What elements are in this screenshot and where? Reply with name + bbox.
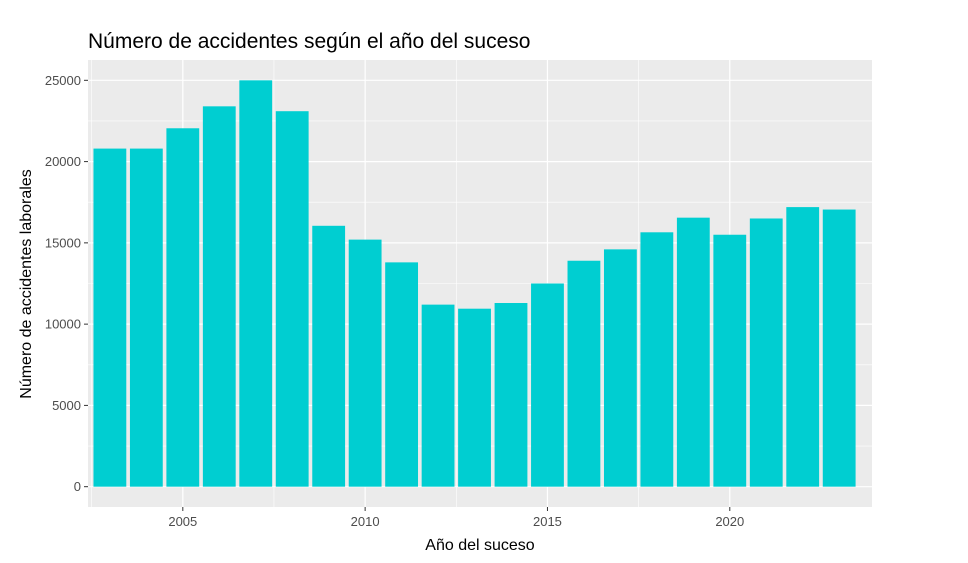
bar-2007 bbox=[239, 80, 273, 487]
y-tick-label: 20000 bbox=[45, 154, 81, 169]
bar-2016 bbox=[567, 260, 601, 487]
bar-2015 bbox=[531, 283, 564, 487]
bar-2005 bbox=[166, 128, 200, 487]
bar-2021 bbox=[749, 218, 783, 487]
bar-2003 bbox=[93, 148, 127, 487]
y-tick-label: 15000 bbox=[45, 235, 81, 250]
bar-2023 bbox=[822, 209, 856, 487]
y-tick-label: 5000 bbox=[52, 398, 81, 413]
bar-2017 bbox=[603, 249, 637, 487]
bars bbox=[93, 80, 856, 487]
bar-2010 bbox=[348, 239, 382, 487]
bar-2022 bbox=[786, 207, 820, 487]
bar-2014 bbox=[494, 303, 528, 487]
y-tick-label: 0 bbox=[74, 479, 81, 494]
bar-2020 bbox=[713, 234, 747, 487]
bar-2011 bbox=[385, 262, 419, 487]
x-tick-label: 2010 bbox=[351, 514, 380, 529]
bar-2004 bbox=[129, 148, 163, 487]
bar-2018 bbox=[640, 232, 674, 487]
chart-title: Número de accidentes según el año del su… bbox=[88, 30, 530, 53]
x-tick-label: 2015 bbox=[533, 514, 562, 529]
y-axis-label: Número de accidentes laborales bbox=[18, 169, 35, 398]
bar-2008 bbox=[275, 111, 309, 487]
bar-2006 bbox=[202, 106, 236, 487]
bar-2012 bbox=[421, 304, 455, 487]
x-axis-label: Año del suceso bbox=[425, 537, 535, 554]
x-tick-label: 2005 bbox=[168, 514, 197, 529]
y-axis-ticks: 0 5000 10000 15000 20000 25000 bbox=[45, 73, 88, 494]
bar-2009 bbox=[312, 225, 346, 487]
bar-2013 bbox=[458, 308, 491, 487]
x-tick-label: 2020 bbox=[715, 514, 744, 529]
y-tick-label: 10000 bbox=[45, 317, 81, 332]
y-tick-label: 25000 bbox=[45, 73, 81, 88]
bar-2019 bbox=[676, 217, 710, 487]
x-axis-ticks: 2005 2010 2015 2020 bbox=[168, 507, 744, 529]
